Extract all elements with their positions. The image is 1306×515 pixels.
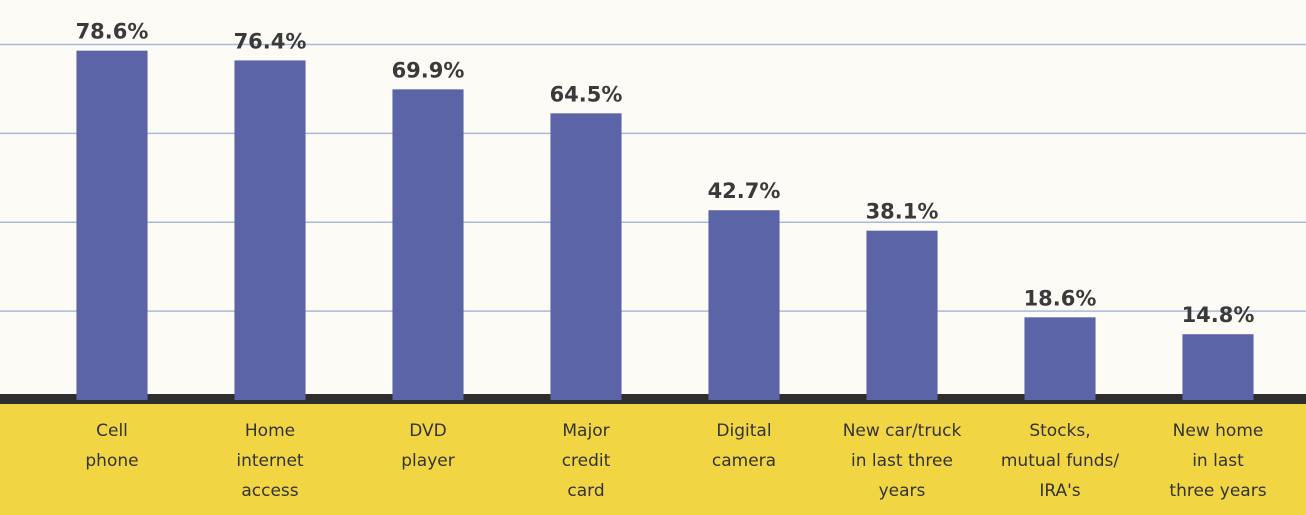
x-tick-label-line: in last: [1192, 451, 1244, 471]
x-tick-label-line: access: [241, 481, 298, 501]
bar: [234, 60, 306, 400]
x-tick-label-line: mutual funds/: [1001, 451, 1120, 471]
bar: [76, 50, 148, 401]
x-tick-label-line: internet: [236, 451, 304, 471]
value-label: 69.9%: [392, 58, 465, 82]
x-tick-label: Home internet access: [236, 421, 304, 501]
value-label: 38.1%: [866, 200, 939, 224]
x-tick-label-line: three years: [1169, 481, 1266, 501]
value-label: 14.8%: [1182, 303, 1255, 327]
x-tick-label: Cell phone: [85, 421, 138, 471]
x-tick-label-line: New home: [1173, 421, 1264, 441]
x-tick-label: New home in last three years: [1169, 421, 1266, 501]
x-tick-label-line: Home: [245, 421, 295, 441]
x-tick-label-line: Stocks,: [1029, 421, 1090, 441]
value-label: 64.5%: [550, 82, 623, 106]
x-tick-label-line: Major: [562, 421, 609, 441]
x-tick-label-line: Digital: [716, 421, 771, 441]
bar: [392, 89, 464, 400]
x-tick-label-line: phone: [85, 451, 138, 471]
x-tick-label-line: years: [879, 481, 926, 501]
bar: [550, 113, 622, 400]
x-tick-label: Major credit card: [562, 421, 611, 501]
category-band: [0, 403, 1306, 515]
bar: [1182, 334, 1254, 400]
bar: [708, 210, 780, 400]
value-label: 42.7%: [708, 179, 781, 203]
bar: [866, 230, 938, 400]
x-tick-label-line: IRA's: [1039, 481, 1080, 501]
x-tick-label: New car/truck in last three years: [843, 421, 962, 501]
value-label: 76.4%: [234, 29, 307, 53]
value-label: 78.6%: [76, 20, 149, 44]
baseline: [0, 394, 1306, 404]
x-tick-label-line: DVD: [409, 421, 447, 441]
x-tick-label: Digital camera: [712, 421, 776, 471]
x-tick-label-line: in last three: [851, 451, 953, 471]
x-tick-label-line: player: [401, 451, 454, 471]
x-tick-label: Stocks, mutual funds/IRA's: [1001, 421, 1120, 501]
bar: [1024, 317, 1096, 400]
x-tick-label-line: New car/truck: [843, 421, 962, 441]
value-label: 18.6%: [1024, 286, 1097, 310]
x-tick-label: DVD player: [401, 421, 454, 471]
x-tick-label-line: camera: [712, 451, 776, 471]
x-tick-label-line: card: [567, 481, 604, 501]
x-tick-label-line: credit: [562, 451, 611, 471]
plot-background: [0, 0, 1306, 400]
x-tick-label-line: Cell: [96, 421, 128, 441]
